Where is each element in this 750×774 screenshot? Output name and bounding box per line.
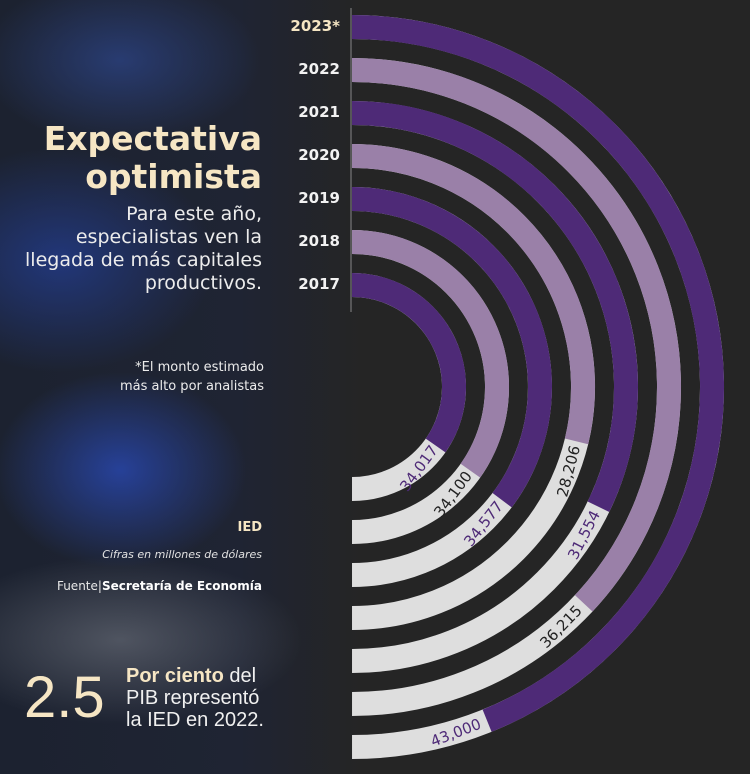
year-label: 2021 (298, 103, 340, 121)
stat-highlight: Por ciento (126, 665, 224, 687)
source-label: Fuente|Secretaría de Economía (57, 579, 262, 593)
indicator-label: IED (237, 520, 262, 535)
stat-text-b: PIB representó (126, 687, 260, 709)
estimate-note: *El monto estimado más alto por analista… (120, 358, 264, 396)
title-line-2: optimista (85, 157, 262, 196)
ring-bar-2017 (351, 273, 466, 453)
subtitle: Para este año, especialistas ven la lleg… (25, 203, 262, 294)
units-label: Cifras en millones de dólares (102, 548, 262, 561)
ring-bar-2023 (351, 15, 724, 732)
stat-text-c: la IED en 2022. (126, 709, 264, 731)
year-label: 2019 (298, 189, 340, 207)
year-label: 2017 (298, 275, 340, 293)
note-line-1: *El monto estimado (135, 360, 264, 375)
note-line-2: más alto por analistas (120, 379, 264, 394)
ring-bar-2021 (351, 101, 638, 512)
ring-bar-2022 (351, 58, 681, 612)
source-prefix: Fuente| (56, 579, 102, 593)
ring-bar-2020 (351, 144, 595, 445)
year-label: 2022 (298, 60, 340, 78)
page-title: Expectativa optimista (44, 120, 262, 196)
year-label: 2020 (298, 146, 340, 164)
stat-value: 2.5 (24, 665, 105, 730)
ring-bar-2018 (351, 230, 509, 478)
ring-bar-2019 (351, 187, 552, 508)
title-line-1: Expectativa (43, 119, 262, 158)
stat-text: Por ciento del PIB representó la IED en … (126, 665, 264, 731)
source-name: Secretaría de Economía (101, 579, 262, 593)
year-label: 2018 (298, 232, 340, 250)
stat-text-a: del (223, 665, 257, 687)
year-label: 2023* (290, 17, 340, 35)
